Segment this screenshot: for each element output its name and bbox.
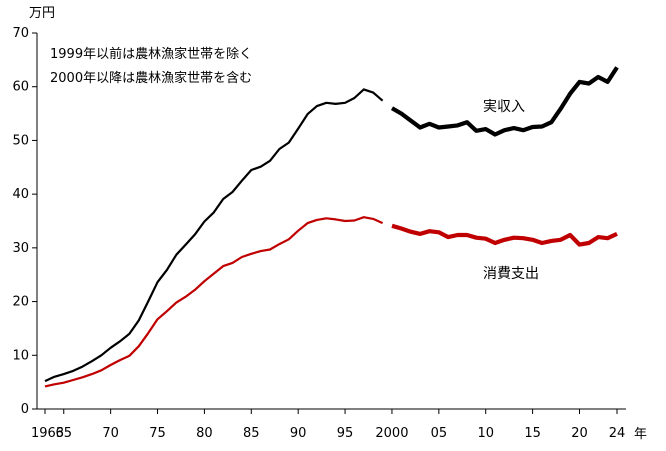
y-tick-label: 10 xyxy=(12,348,29,363)
note-line-1: 1999年以前は農林漁家世帯を除く xyxy=(50,46,252,62)
expenditure-line-pre2000 xyxy=(44,216,384,388)
note-line-2: 2000年以降は農林漁家世帯を含む xyxy=(50,70,252,86)
x-tick-label: 15 xyxy=(524,426,541,441)
y-tick-label: 60 xyxy=(12,80,29,95)
series-lines xyxy=(44,66,619,388)
income-line-post2000 xyxy=(390,66,619,137)
x-tick-label: 80 xyxy=(196,426,213,441)
x-tick-label: 65 xyxy=(55,426,72,441)
x-tick-label: 90 xyxy=(290,426,307,441)
x-tick-label: 75 xyxy=(149,426,166,441)
series-label-expenditure: 消費支出 xyxy=(483,266,539,282)
x-tick-label: 1963 xyxy=(31,426,64,441)
x-tick-label: 24 xyxy=(609,426,626,441)
x-tick-label: 70 xyxy=(102,426,119,441)
y-tick-label: 20 xyxy=(12,295,29,310)
x-tick-label: 10 xyxy=(477,426,494,441)
x-axis-unit: 年 xyxy=(634,427,647,442)
y-axis-unit: 万円 xyxy=(29,6,55,21)
income-line-pre2000 xyxy=(44,88,384,383)
expenditure-line-post2000 xyxy=(391,223,618,247)
y-tick-label: 40 xyxy=(12,187,29,202)
series-label-income: 実収入 xyxy=(483,99,525,115)
y-tick-label: 50 xyxy=(12,133,29,148)
x-tick-label: 85 xyxy=(243,426,260,441)
x-tick-label: 95 xyxy=(337,426,354,441)
x-tick-label: 2000 xyxy=(375,426,408,441)
y-tick-label: 30 xyxy=(12,241,29,256)
y-ticks: 0 10 20 30 40 50 60 70 xyxy=(12,26,37,417)
y-tick-label: 0 xyxy=(21,402,29,417)
x-tick-label: 05 xyxy=(431,426,448,441)
x-tick-label: 20 xyxy=(571,426,588,441)
y-tick-label: 70 xyxy=(12,26,29,41)
axes xyxy=(36,33,626,410)
